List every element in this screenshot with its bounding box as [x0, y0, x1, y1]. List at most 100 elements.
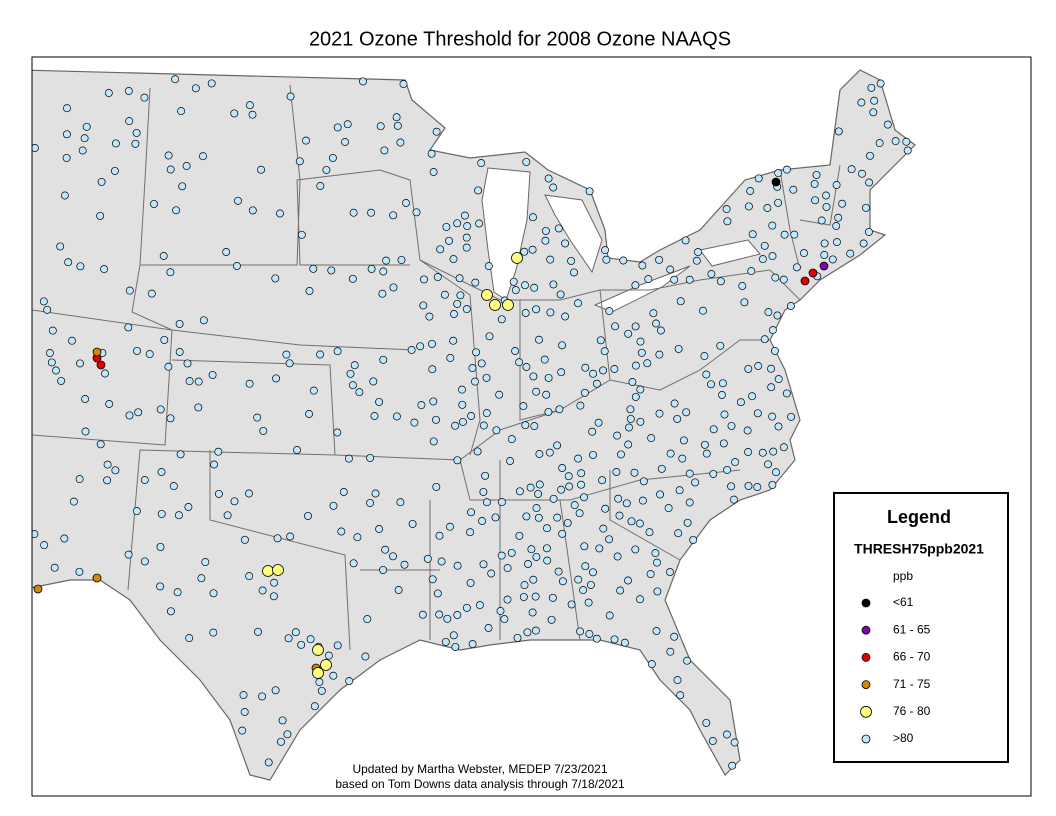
legend-label: 61 - 65	[893, 622, 931, 636]
monitor-site	[579, 586, 588, 595]
monitor-site	[758, 448, 767, 457]
monitor-site	[670, 275, 679, 284]
monitor-site	[520, 581, 529, 590]
monitor-site	[574, 299, 582, 308]
monitor-site	[649, 309, 658, 318]
monitor-site	[125, 117, 134, 126]
monitor-site	[164, 362, 173, 371]
monitor-site	[271, 686, 280, 695]
lakes	[481, 167, 761, 313]
monitor-site	[412, 208, 421, 217]
monitor-site	[563, 518, 572, 527]
monitor-site	[557, 368, 566, 377]
monitor-site	[866, 151, 874, 160]
monitor-site	[676, 297, 685, 306]
monitor-site	[445, 236, 453, 245]
monitor-site	[636, 385, 645, 394]
monitor-site	[492, 426, 501, 435]
monitor-site	[666, 265, 675, 274]
monitor-site	[834, 213, 843, 222]
monitor-site	[612, 468, 621, 476]
monitor-site	[482, 373, 491, 382]
monitor-site	[315, 678, 324, 687]
monitor-site	[104, 89, 113, 97]
monitor-site	[428, 575, 437, 584]
monitor-site	[349, 559, 358, 568]
monitor-site	[39, 297, 48, 306]
monitor-site	[230, 497, 239, 506]
monitor-site	[666, 647, 675, 656]
monitor-site	[876, 79, 885, 88]
monitor-site	[456, 291, 465, 300]
monitor-site	[441, 637, 450, 646]
monitor-site	[191, 84, 200, 93]
monitor-site	[522, 512, 531, 521]
monitor-site	[348, 381, 357, 390]
monitor-site	[543, 556, 552, 565]
monitor-site	[81, 395, 90, 403]
monitor-site	[523, 628, 532, 637]
monitor-site	[558, 341, 567, 350]
monitor-site	[253, 413, 262, 422]
monitor-site	[306, 635, 315, 644]
monitor-site	[636, 417, 645, 426]
monitor-site	[169, 482, 178, 491]
monitor-site	[328, 153, 337, 162]
monitor-site	[772, 468, 780, 477]
monitor-site	[673, 414, 682, 423]
monitor-site	[598, 476, 607, 485]
monitor-site	[553, 513, 562, 522]
monitor-site	[834, 127, 843, 136]
monitor-site	[647, 434, 656, 443]
monitor-site	[429, 437, 438, 446]
monitor-site	[700, 440, 709, 449]
monitor-site	[239, 691, 248, 700]
monitor-site	[524, 560, 532, 568]
monitor-site	[511, 286, 520, 295]
monitor-site	[709, 425, 718, 434]
monitor-site	[333, 428, 342, 437]
monitor-site	[68, 336, 76, 345]
monitor-site	[622, 499, 631, 508]
monitor-site	[707, 270, 716, 278]
monitor-site	[295, 157, 304, 166]
monitor-site	[396, 498, 405, 507]
monitor-site	[828, 255, 837, 264]
monitor-site	[346, 369, 355, 378]
monitor-site	[32, 144, 39, 152]
monitor-site	[418, 610, 427, 619]
monitor-site	[348, 274, 357, 283]
monitor-site	[472, 348, 481, 357]
monitor-site	[903, 146, 912, 155]
monitor-site	[100, 265, 109, 274]
monitor-site	[379, 355, 388, 364]
monitor-site	[92, 573, 102, 583]
monitor-site	[175, 348, 184, 356]
monitor-site	[624, 440, 633, 449]
monitor-site	[670, 399, 679, 408]
monitor-site	[577, 469, 586, 478]
monitor-site	[173, 588, 182, 597]
monitor-site	[453, 456, 462, 465]
monitor-site	[32, 530, 39, 539]
monitor-site	[410, 418, 419, 427]
monitor-site	[131, 139, 140, 148]
monitor-site	[858, 169, 866, 178]
monitor-site	[546, 308, 555, 317]
monitor-site	[786, 302, 795, 310]
monitor-site	[588, 427, 597, 436]
monitor-site	[370, 412, 379, 420]
monitor-site	[428, 339, 436, 348]
monitor-site	[610, 635, 619, 644]
footer-line: Updated by Martha Webster, MEDEP 7/23/20…	[352, 762, 607, 776]
monitor-site	[723, 217, 732, 226]
monitor-site	[740, 298, 749, 307]
monitor-site	[194, 377, 203, 386]
monitor-site	[363, 615, 372, 624]
monitor-site	[369, 377, 378, 386]
monitor-site	[515, 487, 524, 496]
monitor-site	[615, 511, 624, 520]
monitor-site	[103, 476, 112, 485]
monitor-site	[394, 586, 403, 594]
monitor-site	[768, 412, 777, 421]
